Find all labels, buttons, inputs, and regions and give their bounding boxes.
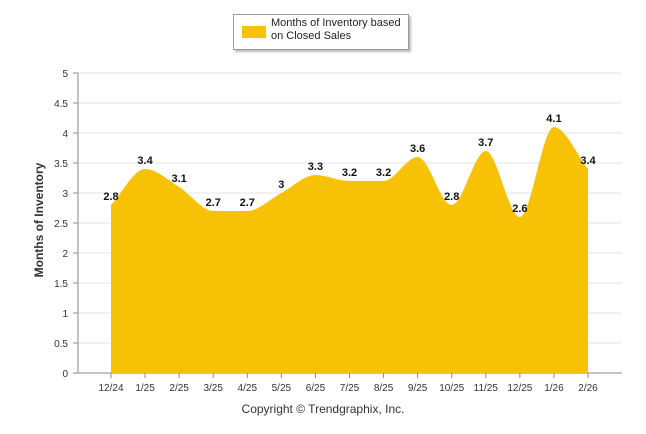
data-label: 3.1: [171, 173, 186, 185]
x-tick-label: 8/25: [374, 383, 394, 394]
x-tick-labels: 12/24 1/25 2/25 3/25 4/25 5/25 6/25 7/25 8/25 9/2…: [98, 373, 598, 394]
data-label: 2.7: [240, 197, 255, 209]
x-tick-label: 6/25: [306, 383, 326, 394]
data-label: 3.4: [580, 155, 596, 167]
y-tick-label: 0: [62, 369, 68, 380]
y-tick-label: 2: [62, 249, 68, 260]
data-label: 2.7: [206, 197, 221, 209]
x-tick-label: 7/25: [340, 383, 360, 394]
legend: Months of Inventory based on Closed Sale…: [233, 14, 409, 50]
y-tick-label: 4: [62, 129, 68, 140]
y-tick-label: 1.5: [54, 279, 68, 290]
x-tick-label: 9/25: [408, 383, 428, 394]
x-tick-label: 5/25: [272, 383, 292, 394]
data-label: 3.2: [342, 167, 357, 179]
data-label: 3.6: [410, 143, 425, 155]
series-area-shape: [111, 127, 588, 373]
y-tick-label: 3: [62, 189, 68, 200]
data-label: 2.8: [103, 191, 118, 203]
data-label: 3.2: [376, 167, 391, 179]
legend-swatch: [242, 26, 266, 38]
y-axis-title: Months of Inventory: [32, 162, 46, 278]
data-label: 3.4: [137, 155, 153, 167]
data-label: 3.7: [478, 137, 493, 149]
data-labels: 2.8 3.4 3.1 2.7 2.7 3 3.3 3.2 3.2 3.6 2.8 3.7 2.6 4.1…: [103, 113, 596, 215]
data-label: 4.1: [546, 113, 561, 125]
x-tick-label: 4/25: [238, 383, 258, 394]
x-tick-label: 12/25: [507, 383, 532, 394]
x-tick-label: 12/24: [98, 383, 123, 394]
data-label: 2.6: [512, 203, 527, 215]
y-tick-label: 1: [62, 309, 68, 320]
y-tick-labels: 0 0.5 1 1.5 2 2.5 3 3.5 4 4.5 5: [54, 69, 68, 380]
y-tick-label: 5: [62, 69, 68, 80]
x-tick-label: 1/25: [135, 383, 155, 394]
x-tick-label: 1/26: [544, 383, 564, 394]
x-tick-label: 10/25: [439, 383, 464, 394]
y-tick-label: 2.5: [54, 219, 68, 230]
data-label: 3: [278, 179, 284, 191]
y-tick-label: 4.5: [54, 99, 68, 110]
x-tick-label: 2/25: [169, 383, 189, 394]
x-tick-label: 11/25: [474, 383, 499, 394]
x-tick-label: 2/26: [578, 383, 598, 394]
x-tick-label: 3/25: [203, 383, 223, 394]
series-area: [111, 127, 588, 373]
data-label: 2.8: [444, 191, 459, 203]
copyright-text: Copyright © Trendgraphix, Inc.: [241, 402, 405, 416]
legend-label: Months of Inventory based on Closed Sale…: [271, 17, 401, 42]
y-tick-label: 0.5: [54, 339, 68, 350]
data-label: 3.3: [308, 161, 323, 173]
y-tick-label: 3.5: [54, 159, 68, 170]
